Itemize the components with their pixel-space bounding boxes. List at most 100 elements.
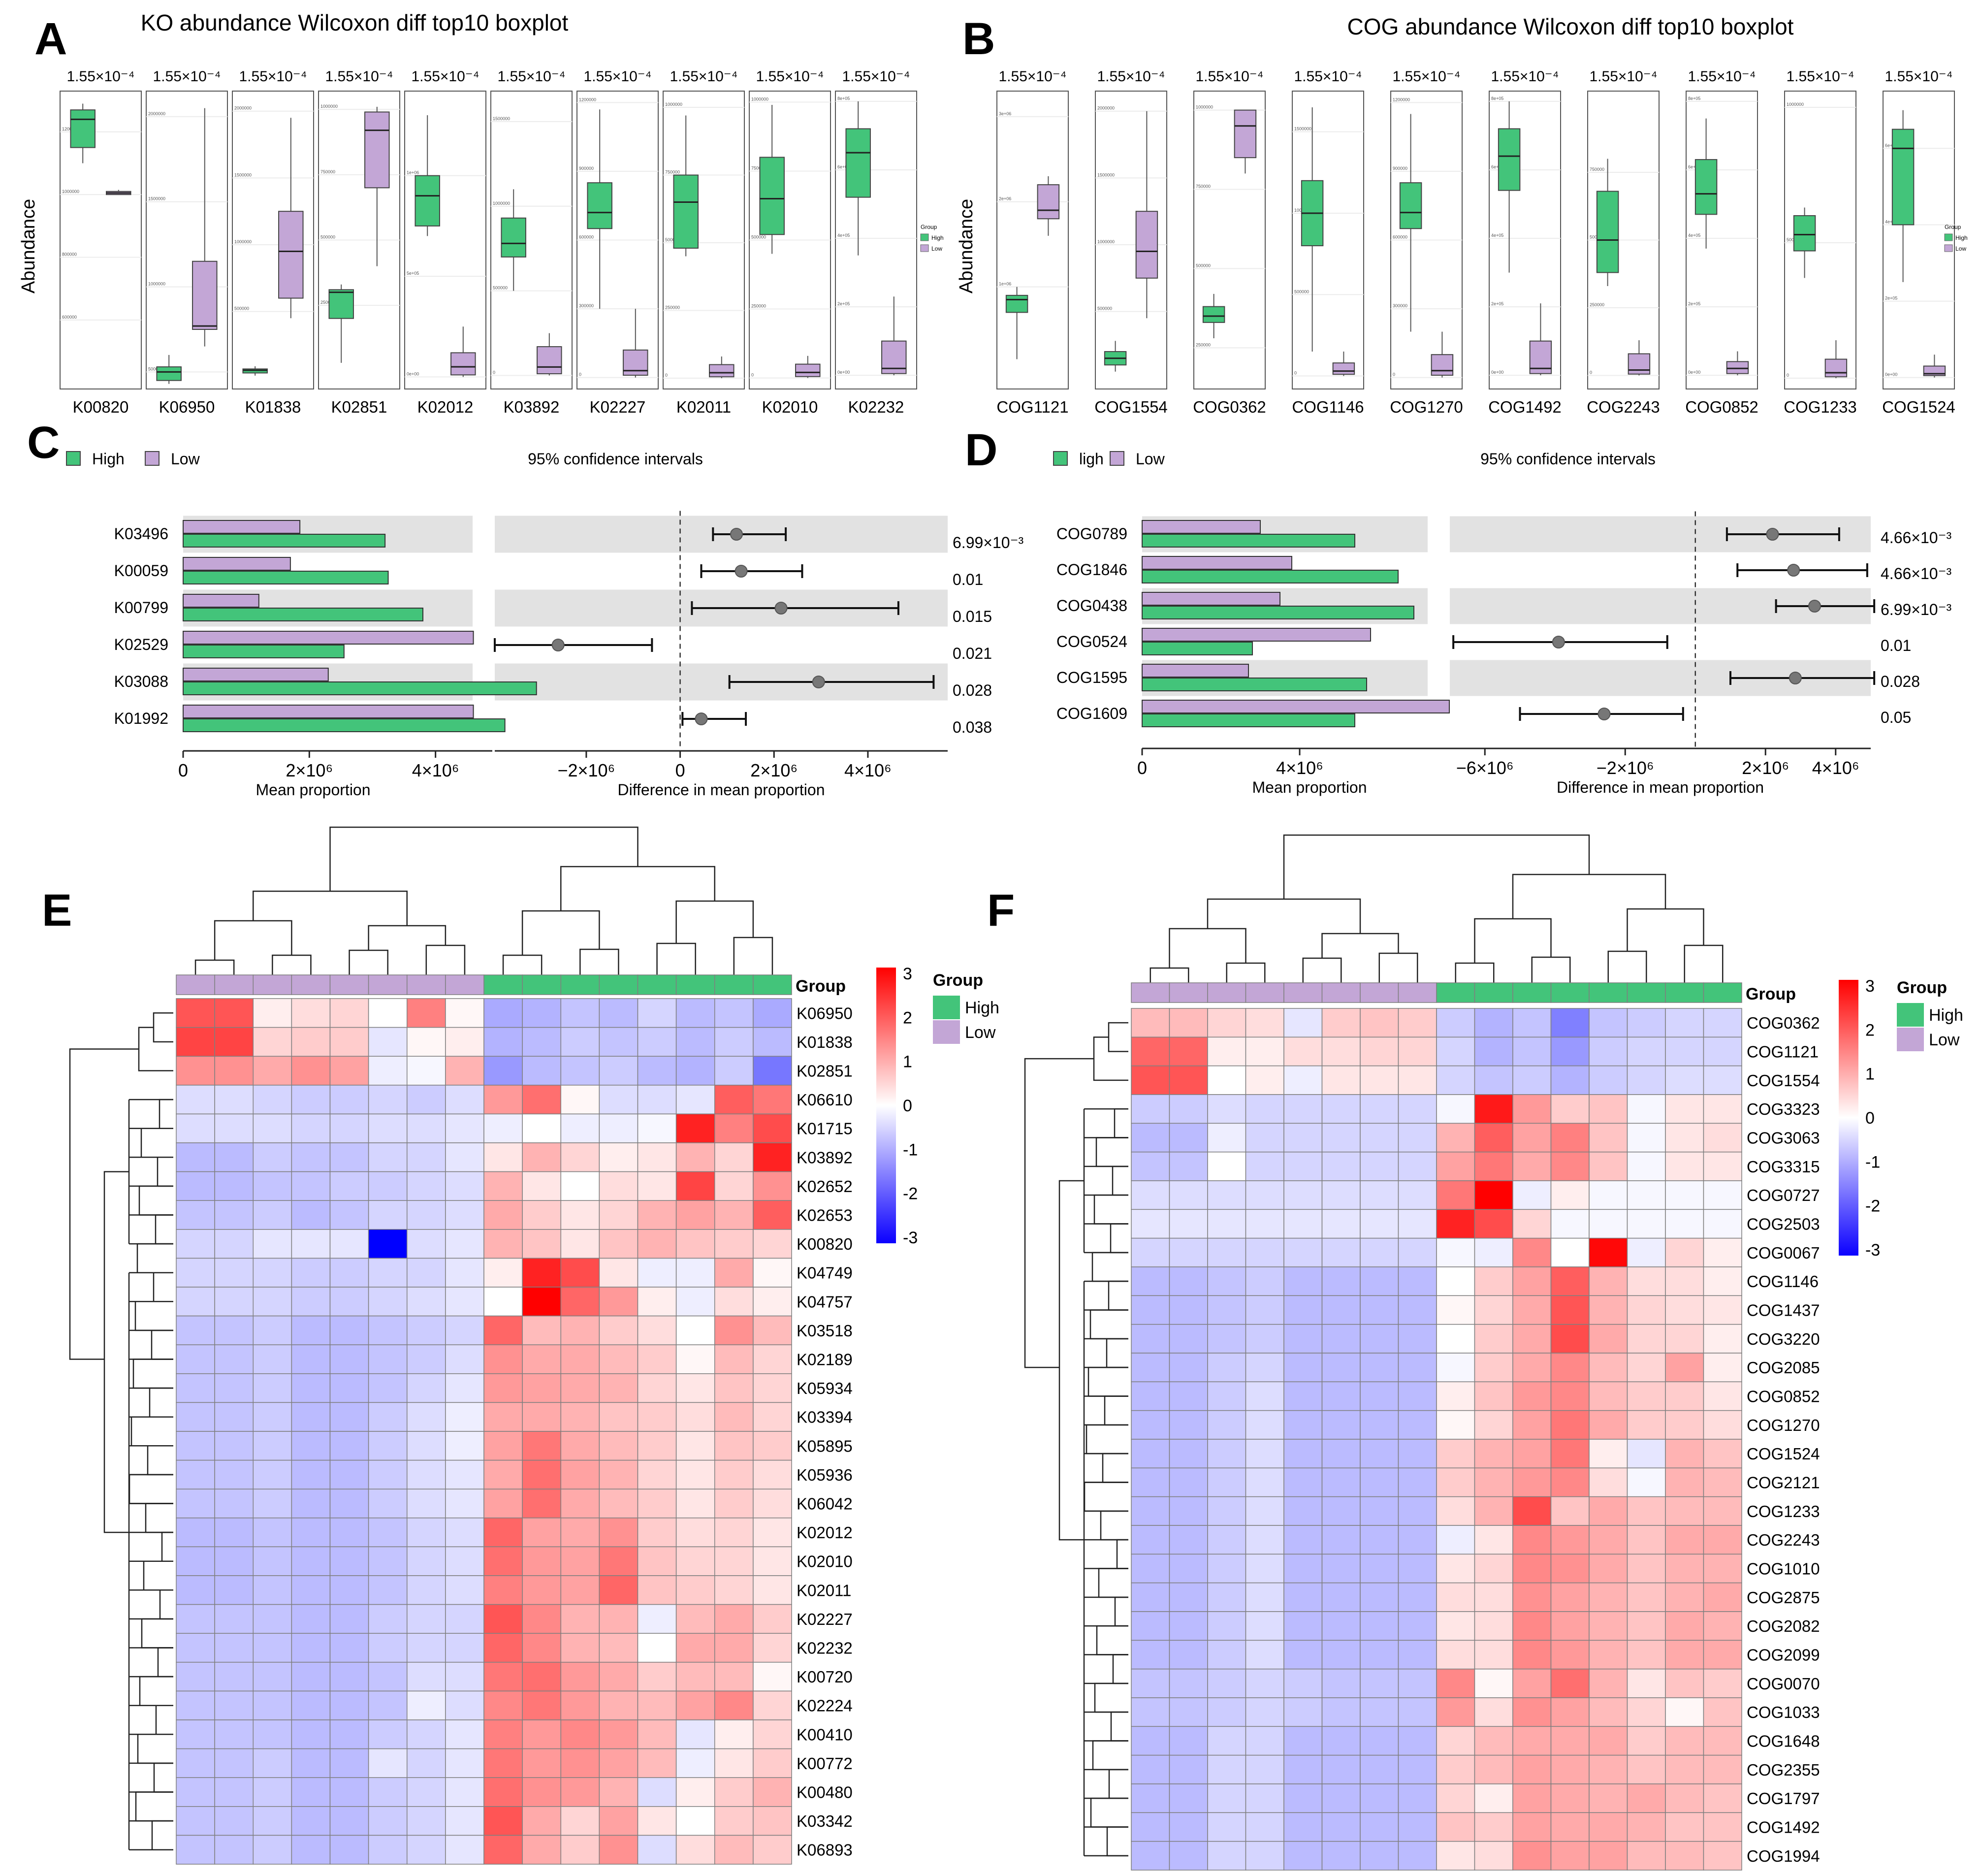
row-dendrogram-branch (151, 1329, 173, 1360)
heatmap-cell (1360, 1754, 1399, 1784)
colorbar-tick-label: -3 (903, 1229, 918, 1247)
bar-high (183, 608, 424, 621)
heatmap-cell (1665, 1525, 1704, 1555)
facet-name: COG1146 (1292, 398, 1364, 416)
heatmap-cell (407, 1200, 446, 1230)
heatmap-cell (1398, 1754, 1437, 1784)
legend-label-low: Low (965, 1023, 996, 1042)
heatmap-cell (291, 1604, 331, 1634)
heatmap-cell (1550, 1410, 1590, 1440)
heatmap-cell (1245, 1525, 1284, 1555)
ci-title: 95% confidence intervals (1480, 450, 1656, 468)
annotation-label: Group (1746, 985, 1796, 1003)
heatmap-cell (714, 1200, 754, 1230)
col-dendrogram-branch (560, 866, 715, 911)
row-dendrogram-branch (1110, 1223, 1128, 1254)
heatmap-cell (176, 1056, 215, 1086)
row-dendrogram-branch (136, 1243, 173, 1273)
row-dendrogram-branch (161, 1531, 173, 1562)
heatmap-cell (1245, 1754, 1284, 1784)
heatmap-cell (407, 1258, 446, 1288)
heatmap-cell (1283, 1381, 1323, 1411)
legend-label-high: High (92, 450, 125, 468)
heatmap-cell (1169, 1783, 1208, 1813)
y-tick-label: 750000 (751, 165, 766, 170)
heatmap-cell (1512, 1640, 1552, 1670)
colorbar (1839, 980, 1858, 1256)
heatmap-cell (483, 1229, 523, 1259)
heatmap-cell (599, 1575, 639, 1605)
heatmap-cell (407, 1748, 446, 1778)
heatmap-cell (1207, 1812, 1246, 1842)
row-label: K00480 (797, 1783, 853, 1802)
heatmap-cell (1131, 1295, 1170, 1325)
heatmap-cell (560, 1777, 600, 1807)
heatmap-cell (1550, 1496, 1590, 1526)
heatmap-cell (407, 1546, 446, 1576)
y-tick-label: 1000000 (234, 239, 252, 244)
heatmap-cell (1398, 1496, 1437, 1526)
heatmap-cell (1436, 1008, 1475, 1038)
p-value: 4.66×10⁻³ (1881, 529, 1951, 547)
heatmap-cell (1589, 1180, 1628, 1210)
heatmap-cell (637, 998, 677, 1028)
heatmap-cell (1360, 1065, 1399, 1095)
heatmap-cell (753, 1604, 792, 1634)
ci-title: 95% confidence intervals (528, 450, 703, 468)
heatmap-cell (560, 1518, 600, 1548)
heatmap-cell (1665, 1726, 1704, 1756)
x-tick-label: 4×10⁶ (1276, 758, 1323, 778)
row-label: COG3323 (1747, 1100, 1820, 1118)
heatmap-cell (291, 1373, 331, 1403)
row-label: COG1146 (1747, 1272, 1819, 1291)
heatmap-cell (253, 1085, 292, 1115)
bar-low (183, 594, 259, 608)
heatmap-cell (1474, 1640, 1513, 1670)
heatmap-cell (714, 1748, 754, 1778)
y-axis-label: Abundance (18, 199, 39, 293)
heatmap-cell (1245, 1439, 1284, 1469)
heatmap-cell (1627, 1726, 1666, 1756)
heatmap-cell (214, 1258, 254, 1288)
heatmap-cell (407, 1604, 446, 1634)
diff-point (1789, 672, 1802, 684)
row-label: K02232 (797, 1639, 853, 1657)
heatmap-cell (214, 1056, 254, 1086)
row-label: K01838 (797, 1033, 853, 1051)
legend-swatch-high (933, 996, 960, 1019)
heatmap-cell (1436, 1381, 1475, 1411)
heatmap-cell (368, 1229, 408, 1259)
bar-low (183, 705, 474, 718)
heatmap-cell (599, 1777, 639, 1807)
row-label: K02227 (797, 1610, 853, 1628)
col-dendrogram-branch (502, 954, 543, 975)
heatmap-cell (214, 1748, 254, 1778)
row-dendrogram-branch (143, 1560, 173, 1591)
heatmap-cell (176, 1258, 215, 1288)
heatmap-cell (1512, 1754, 1552, 1784)
y-tick-label: 0e+00 (1491, 370, 1503, 375)
heatmap-cell (368, 1171, 408, 1201)
heatmap-cell (483, 1027, 523, 1057)
heatmap-cell (483, 1402, 523, 1432)
heatmap-cell (1436, 1036, 1475, 1067)
heatmap-cell (329, 1835, 369, 1865)
heatmap-cell (1703, 1697, 1742, 1727)
heatmap-cell (1550, 1611, 1590, 1641)
heatmap-cell (1398, 1295, 1437, 1325)
y-tick-label: 500000 (493, 286, 508, 291)
heatmap-cell (1474, 1525, 1513, 1555)
heatmap-cell (714, 1662, 754, 1692)
row-dendrogram-branch (128, 1474, 173, 1504)
heatmap-cell (637, 1459, 677, 1489)
row-dendrogram-branch (1108, 1022, 1128, 1052)
heatmap-cell (1665, 1008, 1704, 1038)
heatmap-cell (1550, 1841, 1590, 1871)
heatmap-cell (445, 1027, 484, 1057)
heatmap-cell (1283, 1353, 1323, 1383)
heatmap-cell (1703, 1496, 1742, 1526)
heatmap-cell (483, 1575, 523, 1605)
heatmap-cell (1589, 1582, 1628, 1612)
heatmap-cell (560, 1113, 600, 1143)
heatmap-cell (522, 1575, 561, 1605)
